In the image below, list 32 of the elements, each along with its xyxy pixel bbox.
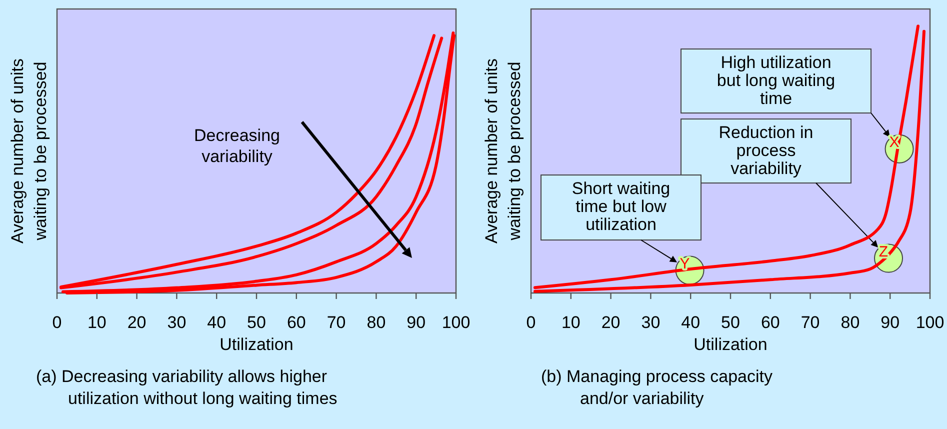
x-tick-label: 90 [406, 313, 426, 332]
x-tick-label: 60 [286, 313, 306, 332]
annotation: Short waiting time but low utilization [572, 179, 670, 234]
x-tick-label: 70 [326, 313, 346, 332]
x-tick-label: 10 [561, 313, 580, 332]
x-tick-label: 100 [916, 313, 944, 332]
x-tick-label: 80 [840, 313, 860, 332]
y-axis-title: Average number of units waiting to be processed [482, 58, 524, 244]
x-tick-label: 100 [442, 313, 470, 332]
annotation: High utilization but long waiting time [716, 53, 836, 108]
x-tick-label: 80 [366, 313, 386, 332]
x-tick-label: 60 [760, 313, 780, 332]
text: (a) Decreasing variability allows higher utilization without long waiting times [36, 367, 338, 408]
x-tick-label: 70 [800, 313, 820, 332]
x-tick-label: 40 [207, 313, 226, 332]
x-tick-label: 50 [721, 313, 740, 332]
x-tick-label: 40 [681, 313, 700, 332]
x-tick-label: 20 [127, 313, 146, 332]
x-tick-label: 20 [601, 313, 620, 332]
annotation: Decreasing variability [194, 126, 280, 166]
annotation: Reduction in process variability [718, 123, 814, 178]
x-tick-label: 0 [52, 313, 62, 332]
x-tick-label: 90 [880, 313, 900, 332]
x-tick-label: 30 [641, 313, 660, 332]
x-tick-label: 50 [247, 313, 266, 332]
x-tick-label: 0 [526, 313, 536, 332]
x-axis-title: Utilization [694, 335, 768, 354]
x-axis-title: Utilization [220, 335, 294, 354]
x-tick-label: 30 [167, 313, 186, 332]
y-axis-title: Average number of units waiting to be processed [8, 58, 50, 244]
x-tick-label: 10 [87, 313, 106, 332]
text: (b) Managing process capacity and/or variability [541, 367, 773, 408]
